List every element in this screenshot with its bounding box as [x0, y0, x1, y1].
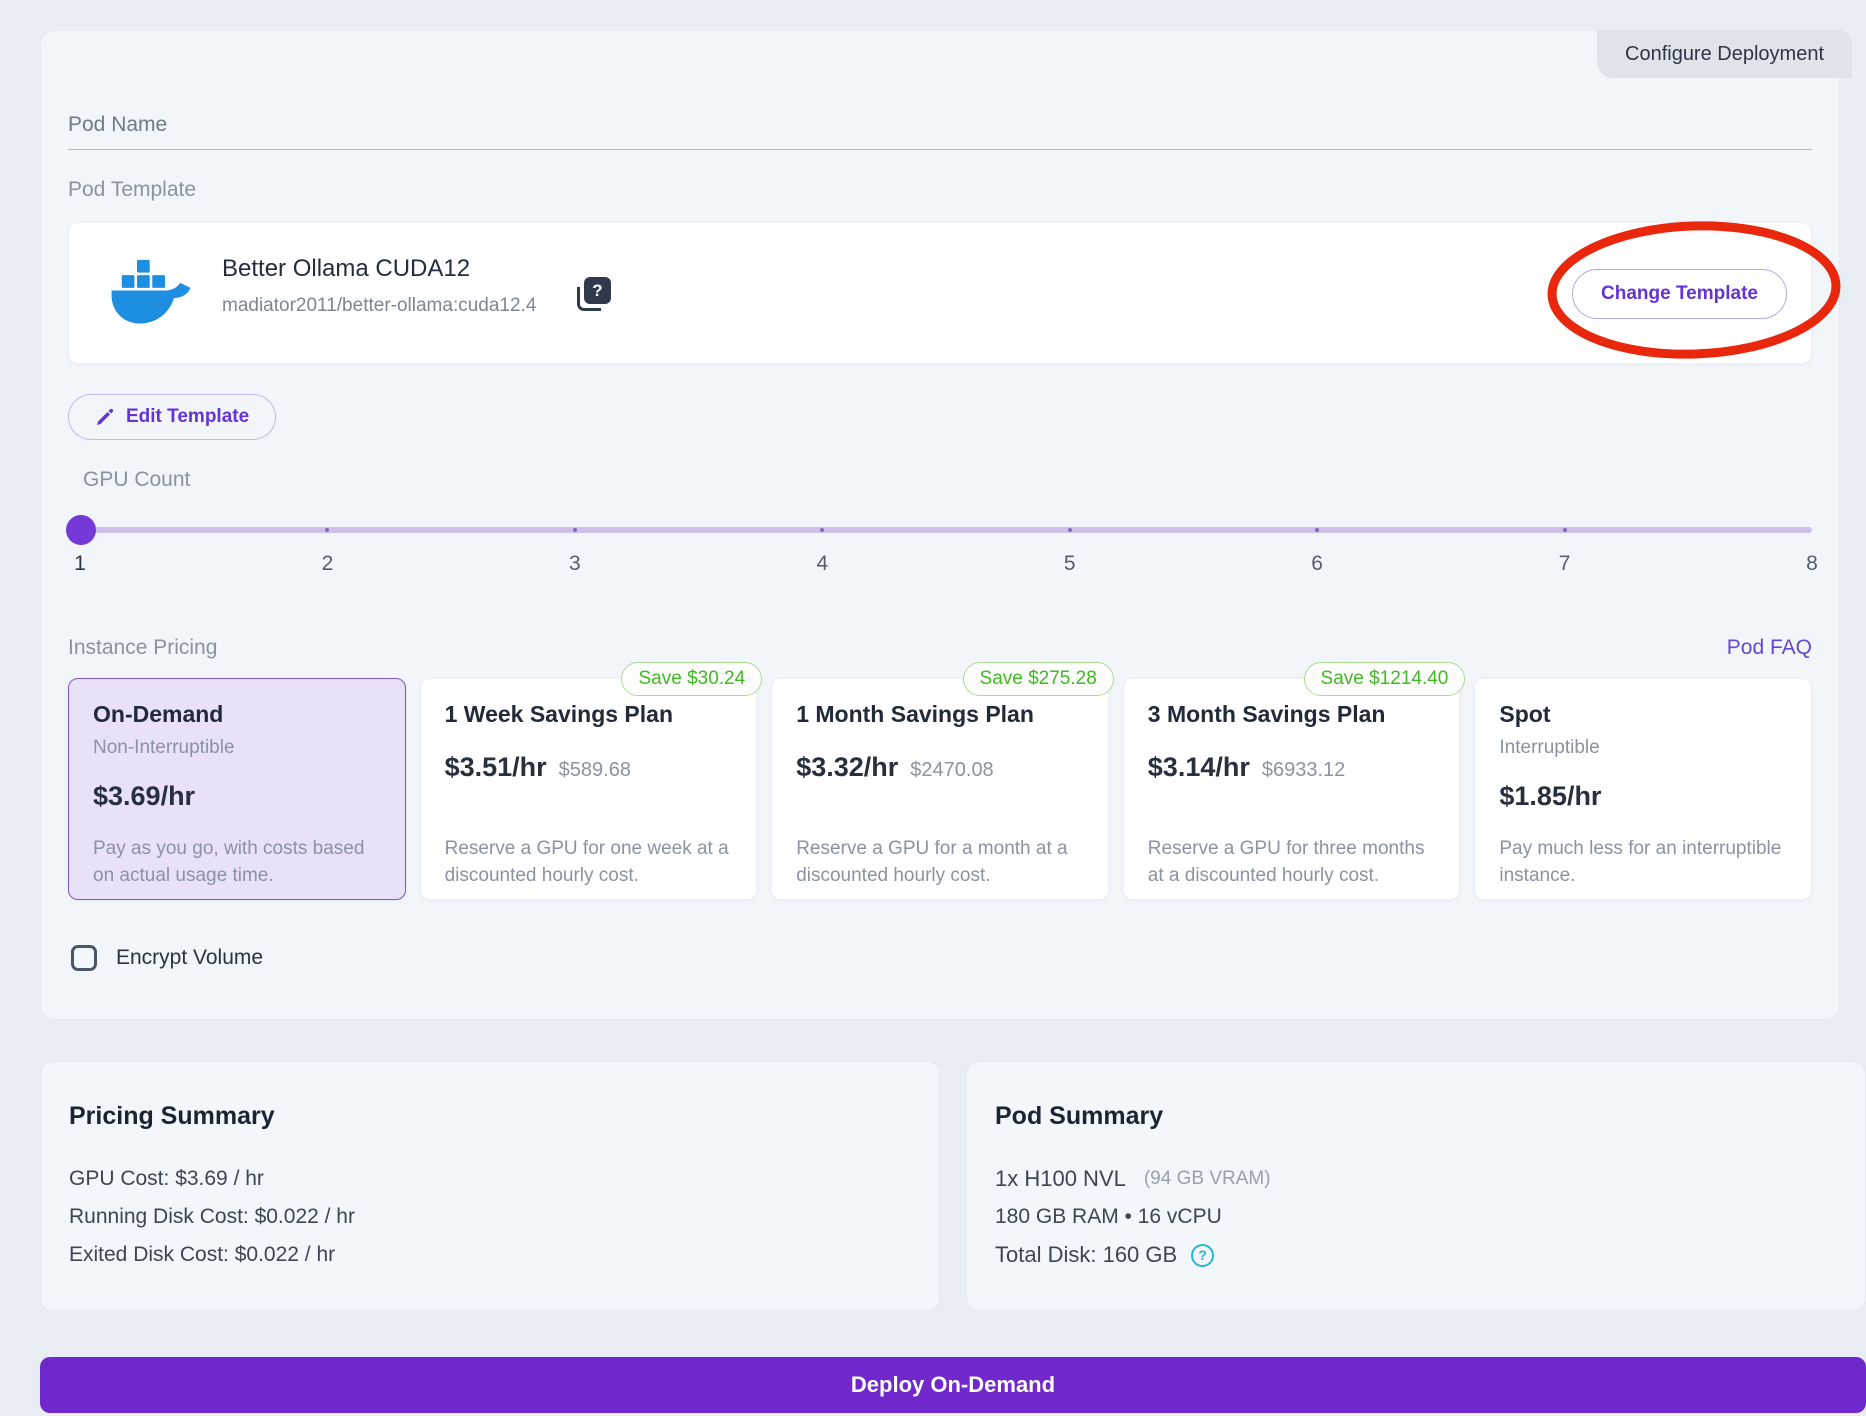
gpu-tick-1: 1 [74, 552, 86, 575]
card-price: $1.85/hr [1499, 781, 1602, 811]
pricing-card-1-week[interactable]: Save $30.24 1 Week Savings Plan $3.51/hr… [419, 662, 763, 900]
slider-tick-dot [1067, 528, 1072, 532]
card-price: $3.14/hr [1147, 752, 1250, 782]
docker-icon [111, 259, 191, 324]
card-total-price: $2470.08 [910, 759, 994, 781]
pricing-summary-title: Pricing Summary [69, 1102, 275, 1130]
gpu-count-slider-track[interactable] [80, 527, 1812, 533]
running-disk-cost-line: Running Disk Cost: $0.022 / hr [69, 1205, 355, 1228]
pod-template-label: Pod Template [68, 178, 197, 201]
gpu-tick-3: 3 [569, 552, 581, 575]
gpu-tick-8: 8 [1806, 552, 1818, 575]
gpu-count-slider-knob[interactable] [66, 515, 96, 545]
gpu-cost-line: GPU Cost: $3.69 / hr [69, 1167, 264, 1190]
card-description: Reserve a GPU for three months at a disc… [1147, 838, 1425, 886]
pencil-icon [97, 408, 114, 425]
disk-help-icon[interactable]: ? [1191, 1243, 1215, 1267]
question-glyph: ? [584, 277, 611, 304]
card-title: 3 Month Savings Plan [1147, 701, 1386, 727]
pod-summary-title: Pod Summary [995, 1102, 1164, 1130]
exited-disk-cost-line: Exited Disk Cost: $0.022 / hr [69, 1243, 336, 1266]
template-readme-icon[interactable]: ? [577, 277, 611, 311]
vram-spec: (94 GB VRAM) [1143, 1168, 1271, 1189]
encrypt-volume-label: Encrypt Volume [116, 946, 264, 969]
pod-summary-card: Pod Summary 1x H100 NVL (94 GB VRAM) 180… [966, 1061, 1866, 1311]
card-subtitle: Non-Interruptible [93, 737, 235, 758]
card-price: $3.32/hr [796, 752, 899, 782]
pricing-card-1-month[interactable]: Save $275.28 1 Month Savings Plan $3.32/… [771, 662, 1114, 900]
slider-tick-dot [572, 528, 577, 532]
pod-ram-line: 180 GB RAM • 16 vCPU [995, 1205, 1222, 1228]
card-description: Reserve a GPU for a month at a discounte… [796, 838, 1068, 886]
copy-layer-icon [577, 287, 601, 311]
change-template-button[interactable]: Change Template [1572, 269, 1787, 319]
gpu-spec: 1x H100 NVL [995, 1166, 1126, 1191]
pricing-summary-card: Pricing Summary GPU Cost: $3.69 / hr Run… [40, 1061, 940, 1311]
save-badge: Save $30.24 [621, 662, 763, 696]
encrypt-volume-checkbox[interactable] [71, 945, 97, 971]
pod-gpu-line: 1x H100 NVL (94 GB VRAM) [995, 1160, 1271, 1198]
encrypt-volume-row: Encrypt Volume [71, 945, 263, 971]
disk-spec: Total Disk: 160 GB [995, 1242, 1178, 1267]
edit-template-button[interactable]: Edit Template [68, 394, 277, 440]
slider-tick-dot [820, 528, 825, 532]
pod-disk-line: Total Disk: 160 GB ? [995, 1236, 1271, 1274]
card-title: 1 Month Savings Plan [796, 701, 1034, 727]
pricing-card-spot[interactable]: Spot Interruptible $1.85/hr Pay much les… [1474, 678, 1812, 900]
pricing-card-3-month[interactable]: Save $1214.40 3 Month Savings Plan $3.14… [1122, 662, 1466, 900]
save-badge: Save $275.28 [962, 662, 1114, 696]
gpu-tick-5: 5 [1063, 552, 1076, 575]
slider-tick-dot [325, 528, 330, 532]
template-image: madiator2011/better-ollama:cuda12.4 [222, 295, 537, 316]
card-price: $3.69/hr [93, 781, 196, 811]
pod-template-card: Better Ollama CUDA12 madiator2011/better… [68, 222, 1812, 364]
card-description: Pay as you go, with costs based on actua… [93, 838, 365, 886]
card-total-price: $589.68 [558, 759, 631, 781]
tab-configure-deployment[interactable]: Configure Deployment [1597, 30, 1852, 78]
card-title: Spot [1499, 701, 1551, 727]
card-total-price: $6933.12 [1261, 759, 1346, 781]
pricing-cards: On-Demand Non-Interruptible $3.69/hr Pay… [68, 662, 1812, 900]
card-description: Reserve a GPU for one week at a discount… [444, 838, 729, 886]
edit-template-label: Edit Template [126, 406, 250, 427]
slider-tick-dot [1562, 528, 1567, 532]
card-description: Pay much less for an interruptible insta… [1499, 838, 1782, 886]
gpu-tick-7: 7 [1558, 552, 1571, 575]
card-title: 1 Week Savings Plan [444, 701, 673, 727]
gpu-count-label: GPU Count [83, 468, 191, 491]
card-price: $3.51/hr [444, 752, 547, 782]
gpu-tick-4: 4 [816, 552, 829, 575]
slider-tick-dot [1315, 528, 1320, 532]
pricing-card-on-demand[interactable]: On-Demand Non-Interruptible $3.69/hr Pay… [68, 678, 406, 900]
pod-name-input[interactable] [68, 100, 1812, 150]
card-subtitle: Interruptible [1499, 737, 1600, 758]
save-badge: Save $1214.40 [1303, 662, 1466, 696]
card-title: On-Demand [93, 701, 224, 727]
template-name: Better Ollama CUDA12 [222, 255, 471, 282]
gpu-tick-6: 6 [1311, 552, 1323, 575]
gpu-tick-2: 2 [321, 552, 334, 575]
gpu-count-ticks: 1 2 3 4 5 6 7 8 [74, 552, 1818, 580]
instance-pricing-label: Instance Pricing [68, 636, 218, 659]
deploy-on-demand-button[interactable]: Deploy On-Demand [40, 1357, 1866, 1413]
pod-faq-link[interactable]: Pod FAQ [1726, 636, 1812, 659]
